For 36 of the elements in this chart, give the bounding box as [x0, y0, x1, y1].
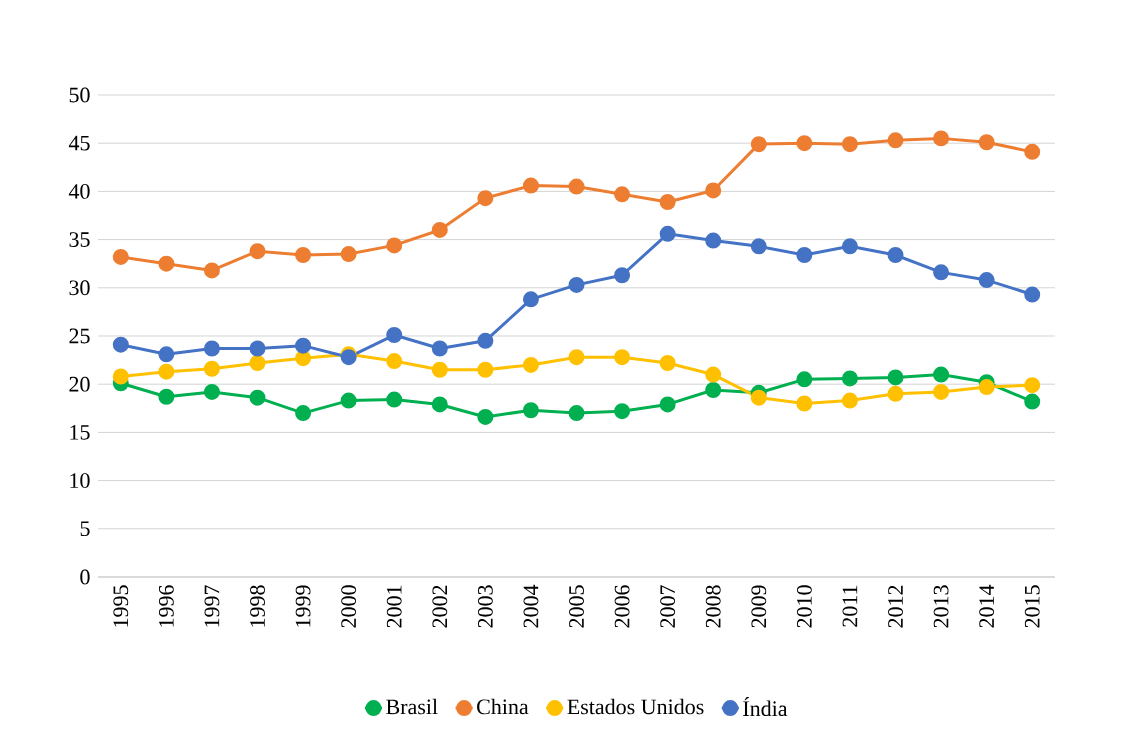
y-tick-label: 10 [70, 473, 90, 489]
x-tick-label: 2006 [614, 585, 630, 628]
y-tick-label: 25 [69, 328, 90, 344]
y-tick-label: 40 [68, 183, 90, 199]
x-tick-label: 2015 [1024, 585, 1040, 628]
x-tick-label: 1996 [158, 585, 174, 627]
y-tick-label: 35 [69, 232, 90, 247]
x-tick-label: 2009 [751, 585, 767, 628]
x-tick-label: 2005 [569, 585, 584, 628]
x-tick-label: 1999 [295, 585, 311, 627]
y-tick-label: 20 [69, 376, 90, 392]
x-tick-label: 2012 [888, 585, 903, 628]
y-tick-label: 50 [69, 87, 90, 103]
x-tick-label: 2002 [432, 585, 448, 628]
x-tick-label: 2000 [341, 585, 357, 628]
y-tick-label: 15 [70, 425, 90, 440]
y-tick-label: 45 [68, 135, 90, 151]
x-tick-label: 1995 [113, 585, 129, 627]
x-tick-label: 2014 [979, 584, 995, 628]
x-tick-label: 2003 [477, 585, 493, 628]
x-tick-label: 2004 [523, 584, 539, 628]
legend-label: Brasil [386, 698, 438, 715]
y-tick-label: 0 [80, 569, 90, 585]
legend-label: Estados Unidos [567, 698, 704, 715]
x-tick-label: 1997 [204, 585, 220, 627]
x-tick-label: 2011 [842, 585, 858, 627]
legend-label: Índia [743, 696, 788, 717]
x-tick-label: 2007 [660, 585, 676, 628]
x-tick-label: 2013 [933, 585, 949, 628]
y-tick-label: 30 [69, 280, 90, 296]
y-tick-label: 5 [80, 521, 90, 537]
x-tick-label: 1998 [250, 585, 265, 627]
legend-label: China [477, 698, 529, 715]
x-tick-label: 2010 [796, 585, 812, 628]
x-tick-label: 2008 [705, 585, 721, 628]
x-tick-label: 2001 [386, 585, 402, 628]
